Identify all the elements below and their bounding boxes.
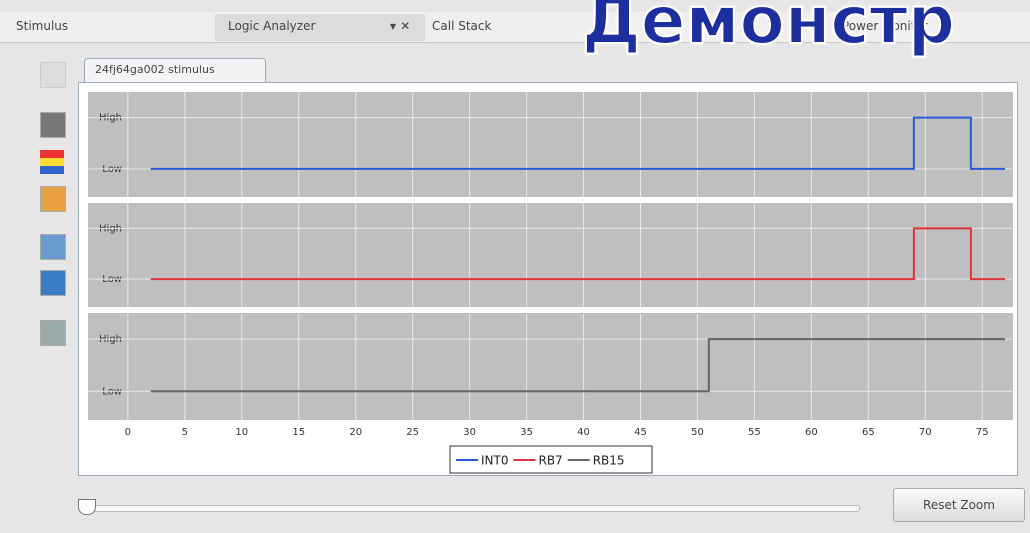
x-tick-label: 30 [463, 427, 476, 438]
screen: Stimulus Logic Analyzer ▾ ✕ Call Stack P… [0, 0, 1030, 533]
plot-area [88, 313, 1013, 420]
x-tick-label: 10 [235, 427, 248, 438]
x-tick-label: 20 [349, 427, 362, 438]
x-tick-label: 50 [691, 427, 704, 438]
x-tick-label: 75 [976, 427, 989, 438]
plot-area [88, 92, 1013, 197]
x-tick-label: 25 [406, 427, 419, 438]
plot-area [88, 203, 1013, 307]
x-tick-label: 5 [182, 427, 188, 438]
charts: LowHighLowHighLowHigh0510152025303540455… [0, 0, 1030, 533]
x-tick-label: 35 [520, 427, 533, 438]
x-tick-label: 60 [805, 427, 818, 438]
x-tick-label: 0 [125, 427, 131, 438]
legend: INT0 RB7 RB15 [450, 446, 652, 473]
legend-label: RB7 [538, 454, 562, 468]
x-tick-label: 40 [577, 427, 590, 438]
x-tick-label: 55 [748, 427, 761, 438]
x-tick-label: 15 [292, 427, 305, 438]
x-tick-label: 70 [919, 427, 932, 438]
legend-label: RB15 [593, 454, 625, 468]
legend-label: INT0 [481, 454, 508, 468]
x-tick-label: 65 [862, 427, 875, 438]
x-tick-label: 45 [634, 427, 647, 438]
